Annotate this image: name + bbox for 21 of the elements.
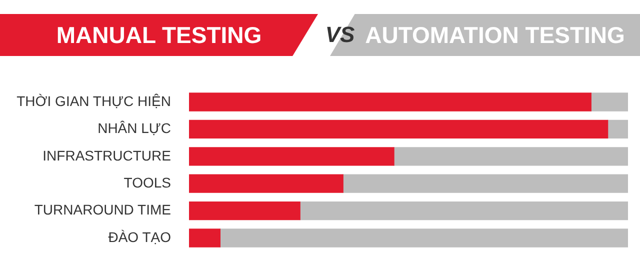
y-tick-label: ĐÀO TẠO bbox=[108, 228, 172, 245]
y-tick-label: INFRASTRUCTURE bbox=[42, 147, 171, 164]
bar bbox=[607, 120, 628, 139]
bar bbox=[189, 201, 300, 220]
bar bbox=[189, 228, 220, 248]
bar bbox=[220, 228, 628, 248]
bar bbox=[189, 147, 394, 166]
y-tick-label: THỜI GIAN THỰC HIỆN bbox=[16, 92, 171, 109]
y-tick-label: TURNAROUND TIME bbox=[34, 202, 171, 218]
y-tick-label: TOOLS bbox=[124, 174, 171, 190]
text: VS bbox=[324, 21, 356, 49]
series-label: AUTOMATION TESTING bbox=[365, 22, 625, 48]
bar bbox=[590, 92, 628, 112]
bar bbox=[394, 147, 628, 166]
bar bbox=[189, 120, 608, 139]
bar bbox=[300, 201, 628, 220]
bar bbox=[189, 174, 344, 193]
bar bbox=[189, 92, 592, 112]
series-label: MANUAL TESTING bbox=[0, 14, 318, 56]
bar bbox=[342, 174, 628, 193]
y-tick-label: NHÂN LỰC bbox=[98, 120, 171, 136]
